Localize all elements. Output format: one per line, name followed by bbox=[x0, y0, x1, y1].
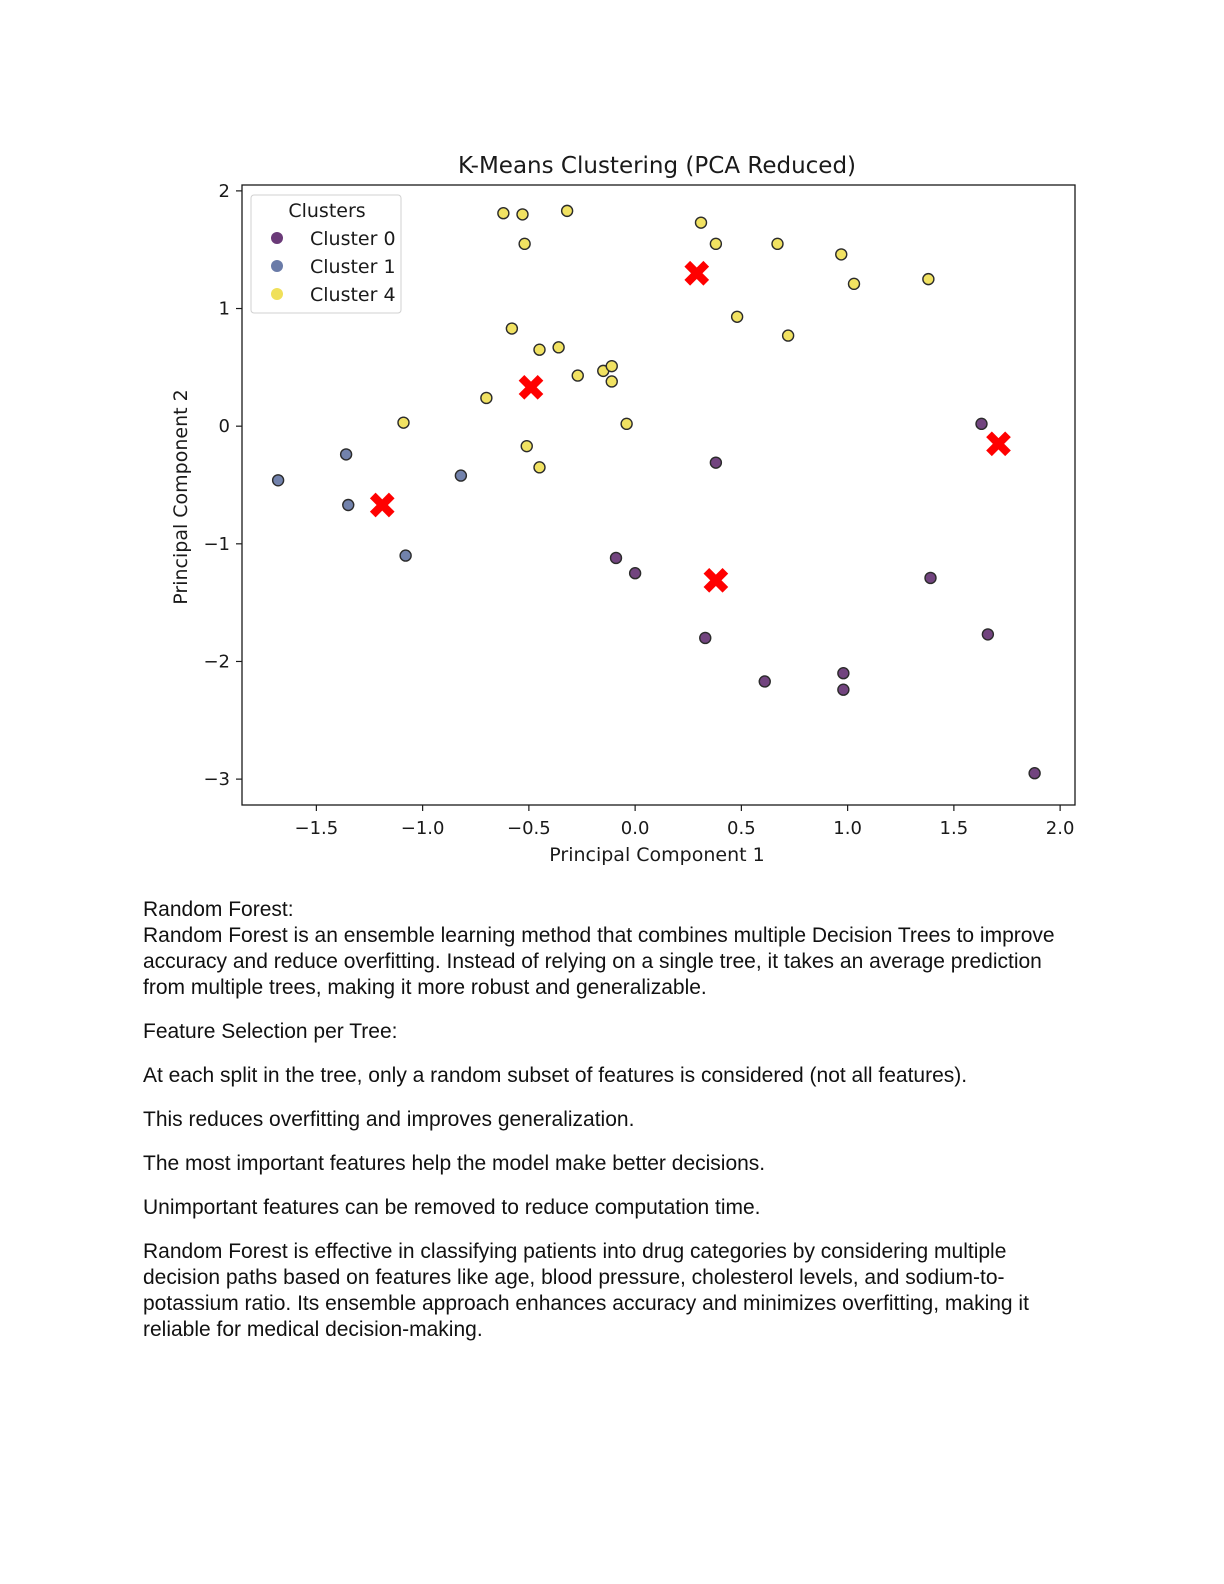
data-point-cluster-0 bbox=[609, 551, 623, 565]
x-tick-label: 0.5 bbox=[727, 818, 756, 839]
data-point-cluster-2 bbox=[620, 417, 633, 431]
document-body: Random Forest: Random Forest is an ensem… bbox=[143, 897, 1083, 1001]
data-point-cluster-2 bbox=[520, 439, 533, 453]
centroid-marker bbox=[684, 260, 710, 286]
data-point-cluster-0 bbox=[628, 567, 642, 580]
legend-title: Clusters bbox=[288, 200, 365, 222]
legend-entries: Cluster 0 Cluster 1 Cluster 4 bbox=[271, 228, 396, 306]
y-tick-label: 2 bbox=[219, 181, 230, 202]
section-heading: Random Forest: bbox=[143, 898, 294, 921]
data-point-cluster-2 bbox=[694, 216, 708, 229]
data-point-cluster-2 bbox=[552, 341, 565, 354]
centroid-marker bbox=[518, 375, 544, 400]
x-axis-label: Principal Component 1 bbox=[549, 844, 764, 866]
data-point-cluster-2 bbox=[533, 461, 546, 474]
points-layer bbox=[271, 204, 1041, 780]
x-tick-label: 2.0 bbox=[1046, 818, 1075, 839]
x-tick-label: 0.0 bbox=[621, 818, 650, 839]
y-axis-ticks: −3 −2 −1 0 1 2 bbox=[203, 181, 242, 790]
data-point-cluster-0 bbox=[975, 417, 988, 431]
data-point-cluster-0 bbox=[709, 456, 723, 469]
legend-label: Cluster 0 bbox=[310, 228, 396, 250]
feature-point-4: Unimportant features can be removed to r… bbox=[143, 1196, 761, 1219]
x-tick-label: 1.0 bbox=[833, 818, 862, 839]
y-tick-label: −1 bbox=[203, 534, 230, 555]
x-tick-label: −1.5 bbox=[295, 818, 339, 839]
legend-label: Cluster 1 bbox=[310, 256, 396, 278]
x-tick-label: −0.5 bbox=[507, 818, 551, 839]
feature-point-2: This reduces overfitting and improves ge… bbox=[143, 1108, 635, 1131]
legend-swatch bbox=[271, 232, 283, 244]
kmeans-scatter-chart: K-Means Clustering (PCA Reduced) −1.5 −1.… bbox=[170, 153, 1076, 866]
y-axis-label: Principal Component 2 bbox=[170, 389, 192, 604]
data-point-cluster-0 bbox=[837, 667, 850, 680]
data-point-cluster-2 bbox=[922, 272, 935, 286]
data-point-cluster-0 bbox=[1028, 767, 1041, 780]
data-point-cluster-2 bbox=[571, 369, 584, 382]
x-tick-label: −1.0 bbox=[401, 818, 445, 839]
y-tick-label: 1 bbox=[219, 299, 230, 320]
data-point-cluster-1 bbox=[342, 498, 355, 512]
data-point-cluster-2 bbox=[847, 277, 861, 291]
legend-swatch bbox=[271, 288, 283, 300]
data-point-cluster-2 bbox=[835, 248, 848, 261]
centroid-marker bbox=[986, 431, 1011, 457]
data-point-cluster-0 bbox=[837, 683, 850, 696]
legend-box bbox=[250, 194, 402, 314]
data-point-cluster-0 bbox=[699, 631, 712, 645]
legend-swatch bbox=[271, 260, 283, 272]
data-point-cluster-2 bbox=[516, 208, 529, 221]
data-point-cluster-1 bbox=[399, 549, 412, 562]
data-point-cluster-2 bbox=[709, 237, 723, 251]
intro-paragraph: Random Forest is an ensemble learning me… bbox=[143, 924, 1055, 999]
data-point-cluster-0 bbox=[758, 675, 771, 688]
data-point-cluster-0 bbox=[981, 628, 995, 641]
feature-point-3: The most important features help the mod… bbox=[143, 1152, 766, 1175]
data-point-cluster-1 bbox=[454, 469, 468, 482]
plot-frame bbox=[241, 184, 1076, 806]
y-tick-label: −2 bbox=[203, 651, 230, 672]
y-tick-label: 0 bbox=[219, 416, 230, 437]
centroid-marker bbox=[369, 492, 395, 518]
chart-title: K-Means Clustering (PCA Reduced) bbox=[458, 153, 856, 179]
legend-label: Cluster 4 bbox=[310, 284, 396, 306]
feature-point-1: At each split in the tree, only a random… bbox=[143, 1064, 968, 1087]
x-axis-ticks: −1.5 −1.0 −0.5 0.0 0.5 1.0 1.5 2.0 bbox=[295, 805, 1075, 839]
data-point-cluster-2 bbox=[497, 207, 510, 220]
data-point-cluster-2 bbox=[605, 375, 618, 388]
data-point-cluster-0 bbox=[924, 571, 937, 585]
feature-selection-heading: Feature Selection per Tree: bbox=[143, 1020, 398, 1043]
x-tick-label: 1.5 bbox=[940, 818, 969, 839]
data-point-cluster-1 bbox=[339, 448, 353, 461]
data-point-cluster-2 bbox=[518, 237, 531, 251]
data-point-cluster-2 bbox=[480, 391, 493, 405]
data-point-cluster-2 bbox=[533, 343, 546, 356]
data-point-cluster-2 bbox=[560, 204, 574, 218]
data-point-cluster-2 bbox=[397, 416, 410, 429]
data-point-cluster-2 bbox=[605, 359, 618, 373]
data-point-cluster-2 bbox=[730, 310, 744, 323]
data-point-cluster-2 bbox=[505, 322, 519, 335]
centroid-marker bbox=[703, 567, 729, 593]
data-point-cluster-1 bbox=[271, 474, 285, 487]
conclusion-paragraph: Random Forest is effective in classifyin… bbox=[143, 1240, 1029, 1341]
legend: Clusters Cluster 0 Cluster 1 Cluster 4 bbox=[250, 194, 402, 314]
data-point-cluster-2 bbox=[771, 237, 784, 251]
centroid-layer bbox=[369, 260, 1011, 593]
y-tick-label: −3 bbox=[203, 769, 230, 790]
data-point-cluster-2 bbox=[781, 329, 795, 342]
